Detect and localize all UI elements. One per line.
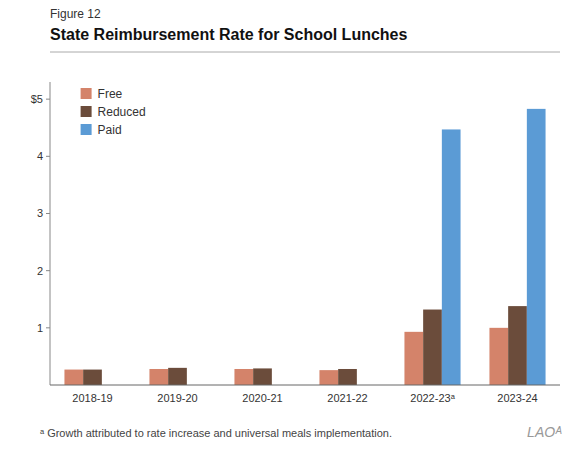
bar [442,129,461,385]
x-tick-label: 2021-22 [327,392,367,404]
x-axis-line [50,385,560,386]
title: State Reimbursement Rate for School Lunc… [50,26,408,43]
bar [149,369,168,385]
logo: LAOᴬ [527,424,562,440]
legend: Free Reduced Paid [81,87,146,137]
figure-label: Figure 12 [50,7,101,21]
bars [64,109,545,385]
footnote: ᵃ Growth attributed to rate increase and… [40,427,392,439]
y-tick [46,99,50,100]
chart: Figure 12 State Reimbursement Rate for Sc… [0,0,577,455]
x-tick-label: 2019-20 [157,392,197,404]
legend-label: Free [98,87,123,101]
bar [508,306,527,385]
y-tick [46,270,50,271]
y-axis-line [50,82,51,385]
x-tick-label: 2023-24 [497,392,537,404]
bar [489,328,508,385]
legend-label: Paid [98,123,122,137]
bar [253,368,272,385]
bar [319,370,338,385]
bar [404,332,423,385]
x-tick-label: 2022-23ᵃ [410,392,455,404]
y-tick-label: $5 [31,93,43,105]
legend-swatch [81,106,92,117]
y-tick-label: 1 [37,322,43,334]
legend-swatch [81,124,92,135]
y-tick [46,213,50,214]
y-tick-label: 3 [37,207,43,219]
title-rule [50,52,560,53]
y-tick [46,156,50,157]
y-tick-label: 4 [37,150,43,162]
bar [423,310,442,385]
bar [168,368,187,385]
bar [527,109,546,385]
legend-swatch [81,88,92,99]
bar [64,370,83,385]
bar [83,370,102,385]
x-tick-label: 2020-21 [242,392,282,404]
bar [234,369,253,385]
y-tick-label: 2 [37,265,43,277]
bar [338,369,357,385]
y-tick [46,327,50,328]
x-tick-label: 2018-19 [72,392,112,404]
legend-label: Reduced [98,105,146,119]
